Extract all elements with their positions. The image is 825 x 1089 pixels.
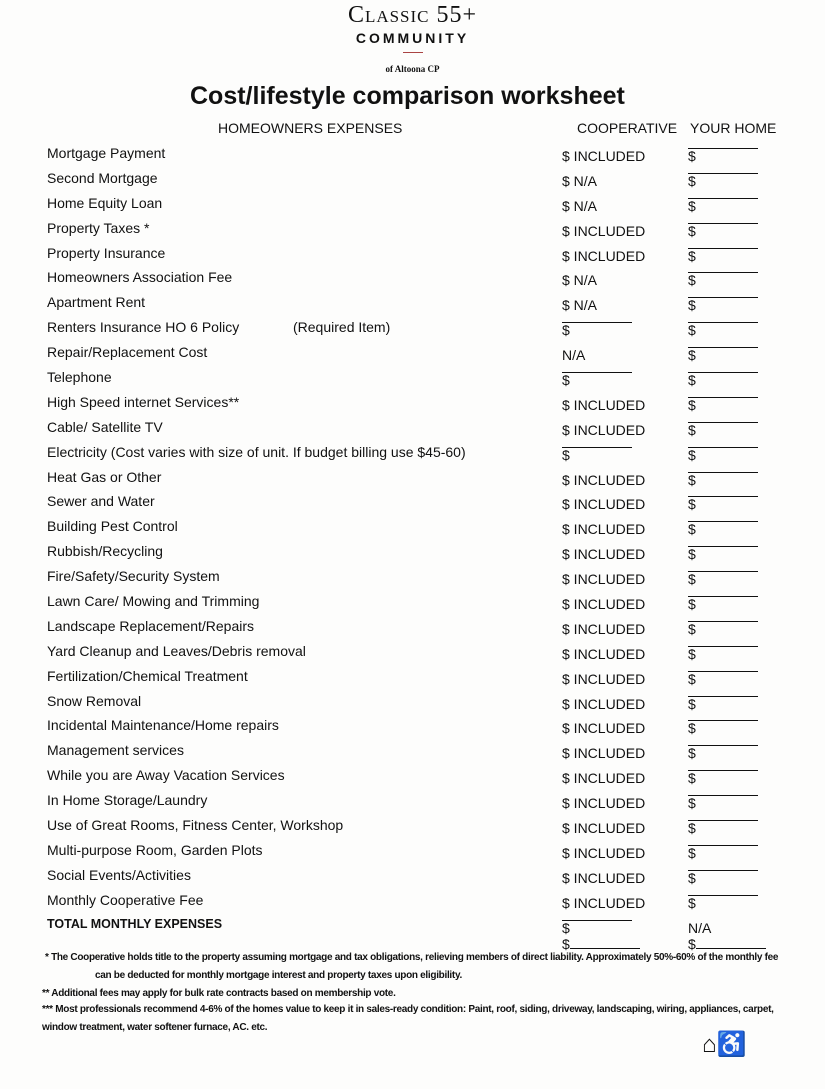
row-label: Telephone — [47, 369, 112, 386]
table-row: Second Mortgage $ N/A $ — [0, 167, 825, 192]
footnote-3-cont: window treatment, water softener furnace… — [42, 1022, 268, 1033]
header-cooperative: COOPERATIVE — [577, 120, 678, 136]
table-row: Telephone $ $ — [0, 366, 825, 391]
table-row: Multi-purpose Room, Garden Plots $ INCLUD… — [0, 839, 825, 864]
row-label: Use of Great Rooms, Fitness Center, Work… — [47, 817, 344, 834]
table-row: Snow Removal $ INCLUDED $ — [0, 690, 825, 715]
table-row: Sewer and Water $ INCLUDED $ — [0, 490, 825, 515]
row-label: Landscape Replacement/Repairs — [47, 617, 255, 634]
total-row: TOTAL MONTHLY EXPENSES $ N/A — [47, 916, 712, 936]
row-label: Electricity (Cost varies with size of un… — [47, 443, 466, 460]
header-expenses: HOMEOWNERS EXPENSES — [218, 120, 403, 136]
page-title: Cost/lifestyle comparison worksheet — [190, 82, 625, 110]
table-row: Property Taxes * $ INCLUDED $ — [0, 217, 825, 242]
row-label: Incidental Maintenance/Home repairs — [47, 717, 279, 734]
row-label: Apartment Rent — [47, 294, 146, 311]
table-row: Yard Cleanup and Leaves/Debris removal $ … — [0, 640, 825, 665]
expense-table: Mortgage Payment $ INCLUDED $ Second Mortga… — [0, 142, 825, 939]
table-row: While you are Away Vacation Services $ IN… — [0, 764, 825, 789]
table-row: Landscape Replacement/Repairs $ INCLUDED $ — [0, 615, 825, 640]
table-row: Building Pest Control $ INCLUDED $ — [0, 515, 825, 540]
footnote-2: ** Additional fees may apply for bulk ra… — [42, 988, 396, 999]
row-label: Rubbish/Recycling — [47, 543, 163, 560]
row-label: Heat Gas or Other — [47, 468, 162, 485]
row-label: Second Mortgage — [47, 169, 158, 186]
row-label: While you are Away Vacation Services — [47, 767, 285, 784]
row-note: (Required Item) — [293, 319, 391, 336]
row-label: Fertilization/Chemical Treatment — [47, 667, 248, 684]
table-row: Home Equity Loan $ N/A $ — [0, 192, 825, 217]
row-label: Lawn Care/ Mowing and Trimming — [47, 593, 260, 610]
accessibility-icon: ♿ — [716, 1031, 747, 1058]
table-row: Lawn Care/ Mowing and Trimming $ INCLUDED… — [0, 590, 825, 615]
table-row: Renters Insurance HO 6 Policy (Required I… — [0, 316, 825, 341]
row-label: Repair/Replacement Cost — [47, 344, 208, 361]
table-row: Mortgage Payment $ INCLUDED $ — [0, 142, 825, 167]
table-row: Cable/ Satellite TV $ INCLUDED $ — [0, 416, 825, 441]
table-row: Fire/Safety/Security System $ INCLUDED $ — [0, 565, 825, 590]
footnote-1-cont: can be deducted for monthly mortgage int… — [95, 970, 462, 981]
brand-location: of Altoona CP — [385, 64, 440, 74]
row-label: Cable/ Satellite TV — [47, 418, 163, 435]
row-label: Monthly Cooperative Fee — [47, 891, 204, 908]
row-label: Property Insurance — [47, 244, 166, 261]
row-label: Sewer and Water — [47, 493, 155, 510]
footnote-3: *** Most professionals recommend 4-6% of… — [42, 1004, 774, 1015]
row-label: Management services — [47, 742, 184, 759]
row-label: TOTAL MONTHLY EXPENSES — [47, 916, 223, 931]
table-row: Use of Great Rooms, Fitness Center, Work… — [0, 814, 825, 839]
row-label: In Home Storage/Laundry — [47, 792, 208, 809]
row-label: Multi-purpose Room, Garden Plots — [47, 841, 263, 858]
brand-name: Classic 55+ — [347, 2, 478, 28]
row-label: Home Equity Loan — [47, 194, 163, 211]
header-your-home: YOUR HOME — [690, 120, 777, 136]
row-label: Fire/Safety/Security System — [47, 568, 220, 585]
brand-subtitle: COMMUNITY — [355, 30, 470, 46]
extra-coop-field[interactable]: $ — [562, 936, 640, 952]
brand-divider — [403, 52, 423, 53]
row-label: Renters Insurance HO 6 Policy — [47, 319, 240, 336]
table-row: Rubbish/Recycling $ INCLUDED $ — [0, 540, 825, 565]
table-row: Homeowners Association Fee $ N/A $ — [0, 266, 825, 291]
table-row: High Speed internet Services** $ INCLUDED… — [0, 391, 825, 416]
table-row: Monthly Cooperative Fee $ INCLUDED $ — [0, 889, 825, 914]
table-row: Heat Gas or Other $ INCLUDED $ — [0, 466, 825, 491]
table-row: Electricity (Cost varies with size of un… — [0, 441, 825, 466]
equal-housing-icon: ⌂ — [702, 1031, 717, 1058]
table-row: Fertilization/Chemical Treatment $ INCLUD… — [0, 665, 825, 690]
table-row: Management services $ INCLUDED $ — [0, 739, 825, 764]
table-row: Property Insurance $ INCLUDED $ — [0, 242, 825, 267]
row-label: Yard Cleanup and Leaves/Debris removal — [47, 642, 306, 659]
row-label: Mortgage Payment — [47, 145, 166, 161]
footnote-1: * The Cooperative holds title to the pro… — [45, 952, 779, 963]
table-row: Social Events/Activities $ INCLUDED $ — [0, 864, 825, 889]
row-label: Snow Removal — [47, 692, 142, 709]
row-label: High Speed internet Services** — [47, 393, 240, 410]
row-label: Property Taxes * — [47, 219, 150, 236]
row-label: Building Pest Control — [47, 518, 178, 535]
row-label: Social Events/Activities — [47, 866, 191, 883]
table-row: In Home Storage/Laundry $ INCLUDED $ — [0, 789, 825, 814]
extra-home-field[interactable]: $ — [688, 936, 766, 952]
table-row: Repair/Replacement Cost N/A $ — [0, 341, 825, 366]
table-row: Incidental Maintenance/Home repairs $ INC… — [0, 714, 825, 739]
table-row: Apartment Rent $ N/A $ — [0, 291, 825, 316]
row-label: Homeowners Association Fee — [47, 269, 233, 286]
